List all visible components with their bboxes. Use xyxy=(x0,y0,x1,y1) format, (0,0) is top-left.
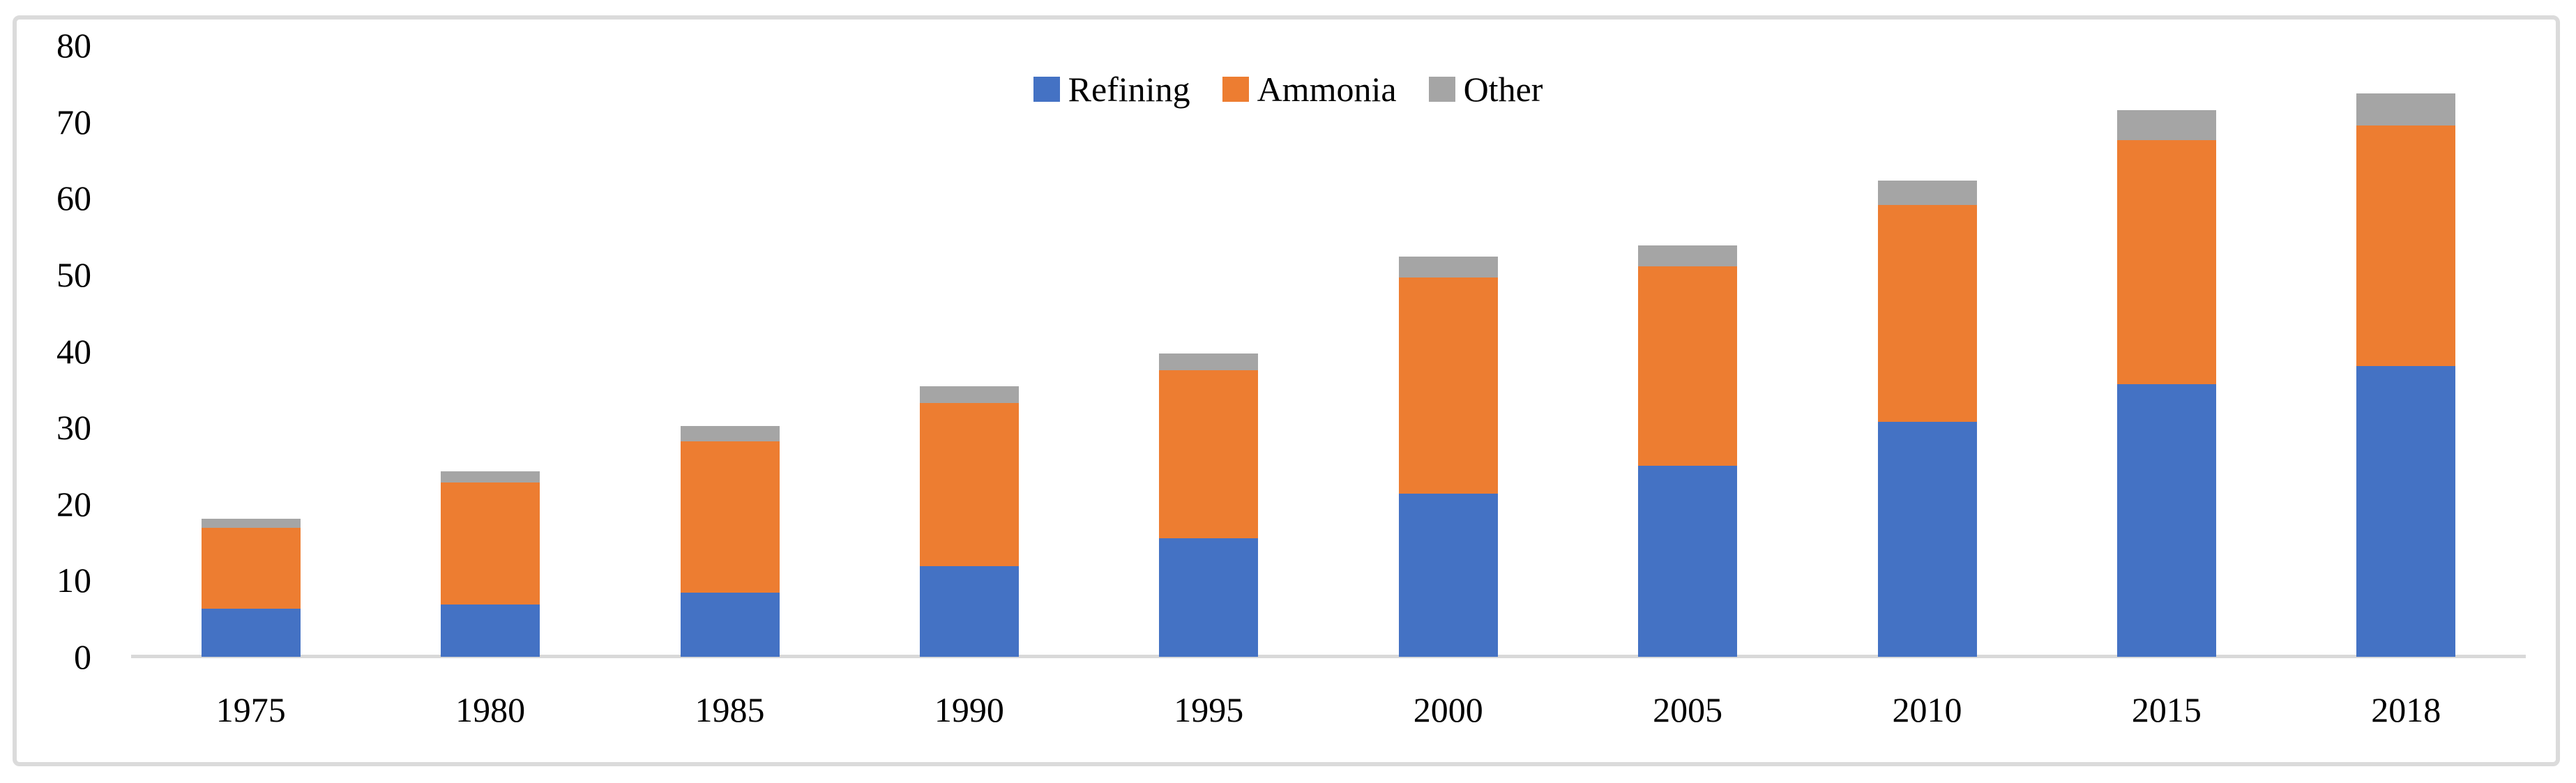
bar-1975 xyxy=(201,518,301,657)
segment-ammonia-1995 xyxy=(1159,370,1259,539)
segment-other-2015 xyxy=(2116,110,2216,140)
segment-refining-1985 xyxy=(680,592,780,657)
bar-2000 xyxy=(1398,256,1498,657)
segment-refining-2015 xyxy=(2116,383,2216,657)
y-tick-10: 10 xyxy=(56,561,91,600)
segment-ammonia-1975 xyxy=(201,527,301,609)
segment-other-1995 xyxy=(1159,353,1259,370)
segment-refining-1995 xyxy=(1159,538,1259,657)
x-tick-1975: 1975 xyxy=(215,690,286,729)
legend-swatch-other xyxy=(1428,77,1455,102)
segment-other-2005 xyxy=(1638,245,1738,266)
segment-ammonia-1985 xyxy=(680,441,780,593)
x-tick-2005: 2005 xyxy=(1653,690,1723,729)
legend-item-ammonia: Ammonia xyxy=(1222,70,1397,109)
y-tick-30: 30 xyxy=(56,408,91,448)
segment-refining-2018 xyxy=(2356,366,2456,657)
chart-legend: Refining Ammonia Other xyxy=(0,70,2576,109)
segment-ammonia-1990 xyxy=(919,403,1019,566)
x-tick-1985: 1985 xyxy=(695,690,765,729)
x-tick-2000: 2000 xyxy=(1413,690,1483,729)
x-axis-line xyxy=(131,655,2526,658)
bar-2005 xyxy=(1638,245,1738,657)
y-tick-0: 0 xyxy=(74,637,91,676)
bar-2010 xyxy=(1877,181,1977,657)
y-tick-40: 40 xyxy=(56,331,91,371)
segment-refining-2000 xyxy=(1398,494,1498,657)
y-tick-70: 70 xyxy=(56,102,91,142)
bar-1980 xyxy=(441,471,540,657)
segment-refining-1990 xyxy=(919,565,1019,657)
segment-ammonia-2015 xyxy=(2116,139,2216,384)
x-tick-1990: 1990 xyxy=(934,690,1004,729)
segment-other-2010 xyxy=(1877,181,1977,206)
segment-refining-1975 xyxy=(201,608,301,657)
x-tick-1980: 1980 xyxy=(455,690,526,729)
bar-2018 xyxy=(2356,93,2456,657)
segment-other-1975 xyxy=(201,518,301,528)
segment-ammonia-1980 xyxy=(441,482,540,605)
bar-1985 xyxy=(680,425,780,657)
legend-swatch-refining xyxy=(1033,77,1060,102)
segment-ammonia-2005 xyxy=(1638,266,1738,466)
segment-other-1985 xyxy=(680,425,780,441)
segment-other-2018 xyxy=(2356,93,2456,126)
y-tick-80: 80 xyxy=(56,26,91,65)
segment-ammonia-2018 xyxy=(2356,126,2456,367)
x-tick-1995: 1995 xyxy=(1174,690,1244,729)
y-tick-20: 20 xyxy=(56,484,91,524)
x-tick-2010: 2010 xyxy=(1892,690,1962,729)
segment-refining-1980 xyxy=(441,605,540,657)
segment-ammonia-2000 xyxy=(1398,278,1498,494)
legend-swatch-ammonia xyxy=(1222,77,1249,102)
segment-other-1980 xyxy=(441,471,540,483)
y-tick-50: 50 xyxy=(56,254,91,294)
legend-label-ammonia: Ammonia xyxy=(1257,70,1397,109)
legend-item-other: Other xyxy=(1428,70,1543,109)
x-tick-2015: 2015 xyxy=(2131,690,2202,729)
segment-refining-2010 xyxy=(1877,422,1977,657)
legend-label-refining: Refining xyxy=(1068,70,1190,109)
segment-refining-2005 xyxy=(1638,465,1738,657)
legend-label-other: Other xyxy=(1463,70,1543,109)
bar-1990 xyxy=(919,386,1019,657)
x-tick-2018: 2018 xyxy=(2371,690,2441,729)
segment-other-2000 xyxy=(1398,256,1498,278)
bar-1995 xyxy=(1159,353,1259,657)
bar-2015 xyxy=(2116,110,2216,657)
segment-other-1990 xyxy=(919,386,1019,404)
legend-item-refining: Refining xyxy=(1033,70,1190,109)
segment-ammonia-2010 xyxy=(1877,205,1977,423)
y-tick-60: 60 xyxy=(56,178,91,218)
